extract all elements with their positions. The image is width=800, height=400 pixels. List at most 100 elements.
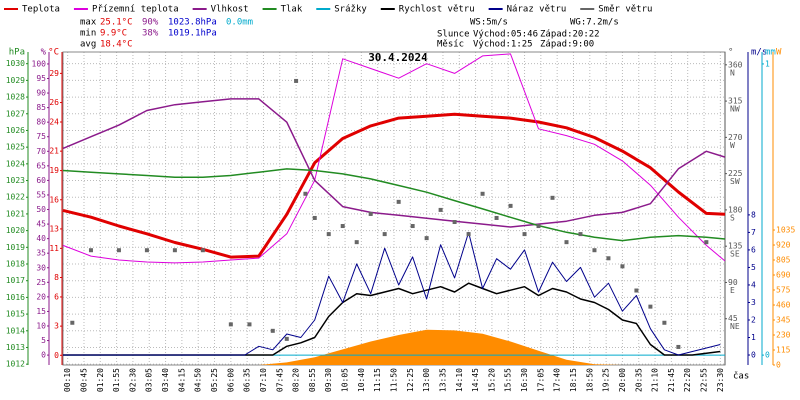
tick-label: 1017 <box>6 276 25 285</box>
tick-label: 115 <box>776 346 791 355</box>
x-tick-label: 07:45 <box>275 368 284 392</box>
tick-label: 100 <box>32 59 47 68</box>
scatter-point <box>508 203 513 208</box>
x-tick-label: 01:20 <box>96 368 105 392</box>
tick-label: 65 <box>36 161 46 170</box>
scatter-point <box>270 328 275 333</box>
x-tick-label: 22:55 <box>700 368 709 392</box>
scatter-point <box>620 264 625 269</box>
tick-label: 135 <box>728 242 743 251</box>
info-sun: Slunce <box>437 30 470 40</box>
scatter-point <box>294 78 299 83</box>
stat-t: 18.4°C <box>100 40 133 50</box>
scatter-point <box>606 256 611 261</box>
legend-label: Tlak <box>281 5 303 15</box>
x-tick-label: 07:10 <box>259 368 268 392</box>
x-tick-label: 11:15 <box>373 368 382 392</box>
x-tick-label: 12:25 <box>406 368 415 392</box>
scatter-point <box>634 288 639 293</box>
tick-label: 1019 <box>6 243 25 252</box>
scatter-point <box>144 248 149 253</box>
axis-unit: hPa <box>9 48 25 58</box>
tick-label: 1022 <box>6 193 25 202</box>
info-sun-set: Západ:20:22 <box>540 30 600 40</box>
stat-label: avg <box>80 40 96 50</box>
x-tick-label: 21:10 <box>651 368 660 392</box>
series-line <box>62 112 726 259</box>
x-tick-label: 08:55 <box>308 368 317 392</box>
tick-label: 180 <box>728 205 743 214</box>
tick-label: 90 <box>36 89 46 98</box>
x-tick-label: 09:30 <box>324 368 333 392</box>
stat-label: min <box>80 29 96 39</box>
legend-label: Náraz větru <box>507 5 567 15</box>
tick-label: 4 <box>751 280 756 289</box>
scatter-point <box>200 248 205 253</box>
tick-label: 6 <box>751 245 756 254</box>
tick-label: 40 <box>36 234 46 243</box>
tick-label: 270 <box>728 133 743 142</box>
tick-label: 11 <box>49 244 59 253</box>
scatter-point <box>522 232 527 237</box>
tick-label: 805 <box>776 256 791 265</box>
tick-label: 690 <box>776 271 791 280</box>
tick-label: 75 <box>36 132 46 141</box>
stat-t: 9.9°C <box>100 29 127 39</box>
info-wg: WG:7.2m/s <box>570 18 619 28</box>
x-tick-label: 22:20 <box>683 368 692 392</box>
tick-label: 315 <box>728 97 743 106</box>
tick-label: 70 <box>36 147 46 156</box>
x-tick-label: 19:25 <box>602 368 611 392</box>
tick-label: 80 <box>36 118 46 127</box>
legend-label: Srážky <box>334 5 367 15</box>
stat-p: 1023.8hPa <box>168 18 217 28</box>
x-tick-label: 16:30 <box>520 368 529 392</box>
tick-label: 345 <box>776 316 791 325</box>
x-tick-label: 02:30 <box>128 368 137 392</box>
tick-label: 13 <box>49 224 59 233</box>
scatter-point <box>578 232 583 237</box>
scatter-point <box>438 207 443 212</box>
stat-rh: 38% <box>142 29 159 39</box>
tick-label: 1021 <box>6 209 25 218</box>
legend-label: Směr větru <box>598 5 652 15</box>
series-area <box>63 329 725 365</box>
x-tick-label: 13:00 <box>422 368 431 392</box>
tick-label: 1020 <box>6 226 25 235</box>
tick-label: 19 <box>49 166 59 175</box>
x-tick-label: 10:05 <box>341 368 350 392</box>
compass-label: SE <box>730 250 740 259</box>
scatter-point <box>410 224 415 229</box>
x-tick-label: 04:15 <box>177 368 186 392</box>
tick-label: 35 <box>36 249 46 258</box>
tick-label: 1028 <box>6 93 25 102</box>
x-tick-label: 23:30 <box>716 368 725 392</box>
tick-label: 29 <box>49 69 59 78</box>
scatter-point <box>303 191 308 196</box>
tick-label: 1014 <box>6 326 25 335</box>
x-tick-label: 03:40 <box>161 368 170 392</box>
tick-label: 3 <box>54 322 59 331</box>
x-tick-label: 18:50 <box>585 368 594 392</box>
tick-label: 1029 <box>6 76 25 85</box>
tick-label: 10 <box>36 321 46 330</box>
tick-label: 1 <box>751 333 756 342</box>
scatter-point <box>88 248 93 253</box>
scatter-point <box>354 240 359 245</box>
tick-label: 360 <box>728 60 743 69</box>
tick-label: 0 <box>41 351 46 360</box>
x-tick-label: 06:35 <box>243 368 252 392</box>
scatter-point <box>536 224 541 229</box>
x-tick-label: 14:45 <box>471 368 480 392</box>
scatter-point <box>480 191 485 196</box>
axis-unit: m/s <box>751 48 767 58</box>
tick-label: 45 <box>36 220 46 229</box>
tick-label: 1026 <box>6 126 25 135</box>
axis-unit: ° <box>728 48 733 58</box>
info-moon-set: Západ:9:00 <box>540 40 594 50</box>
stat-p: 1019.1hPa <box>168 29 217 39</box>
tick-label: 50 <box>36 205 46 214</box>
x-tick-label: 08:20 <box>292 368 301 392</box>
compass-label: SW <box>730 177 740 186</box>
tick-label: 24 <box>49 117 59 126</box>
